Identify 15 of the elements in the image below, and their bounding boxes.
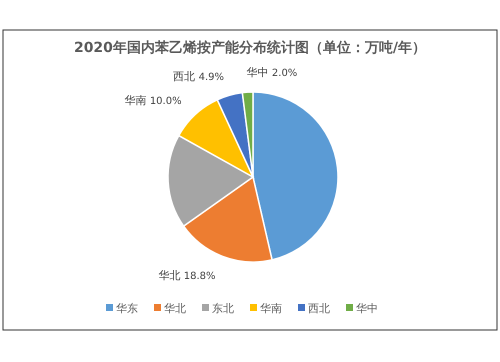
data-label: 2.0% xyxy=(272,68,298,80)
legend-label: 华东 xyxy=(116,302,138,315)
legend-label: 华北 xyxy=(164,302,186,315)
legend-label: 华南 xyxy=(260,302,282,315)
legend-label: 西北 xyxy=(308,302,330,315)
data-label: 18.8% xyxy=(184,271,216,282)
legend-label: 东北 xyxy=(212,302,234,315)
slice-label: 华中 xyxy=(246,66,272,80)
data-label: 10.0% xyxy=(150,96,182,108)
chart-title: 2020年国内苯乙烯按产能分布统计图（单位：万吨/年） xyxy=(74,39,426,56)
legend-label: 华中 xyxy=(356,302,378,315)
data-label: 4.9% xyxy=(198,72,224,84)
slice-label: 西北 xyxy=(173,70,199,84)
slice-label: 华北 xyxy=(158,269,184,282)
slice-label: 华南 xyxy=(124,94,150,108)
